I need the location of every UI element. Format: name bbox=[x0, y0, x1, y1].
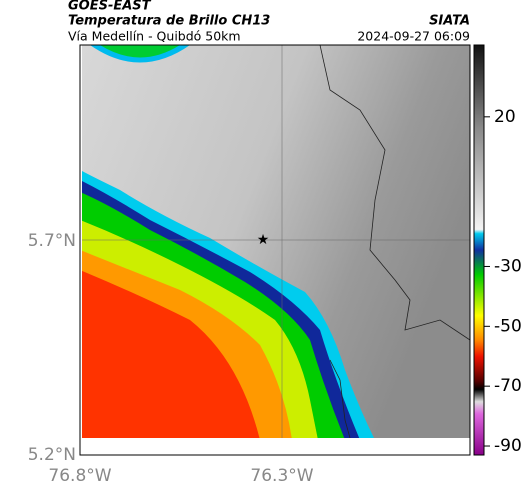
timestamp: 2024-09-27 06:09 bbox=[357, 29, 470, 44]
colorbar-tick-label: -90 bbox=[494, 436, 522, 456]
route: Vía Medellín - Quibdó 50km bbox=[68, 29, 241, 44]
colorbar bbox=[473, 44, 485, 456]
lon-label: 76.3°W bbox=[250, 466, 313, 486]
lat-label: 5.7°N bbox=[28, 231, 76, 251]
product: Temperatura de Brillo CH13 bbox=[68, 14, 270, 29]
colorbar-tick-label: -70 bbox=[494, 376, 522, 396]
source: SIATA bbox=[429, 14, 470, 29]
lat-label: 5.2°N bbox=[28, 445, 76, 465]
colorbar-tick-label: 20 bbox=[494, 107, 516, 127]
colorbar-tick-label: -30 bbox=[494, 256, 522, 276]
satellite: GOES-EAST bbox=[68, 0, 152, 14]
colorbar-tick-label: -50 bbox=[494, 316, 522, 336]
lon-label: 76.8°W bbox=[48, 466, 111, 486]
satellite-image bbox=[82, 45, 470, 438]
map-frame bbox=[79, 44, 471, 456]
star-marker: ★ bbox=[257, 232, 270, 248]
